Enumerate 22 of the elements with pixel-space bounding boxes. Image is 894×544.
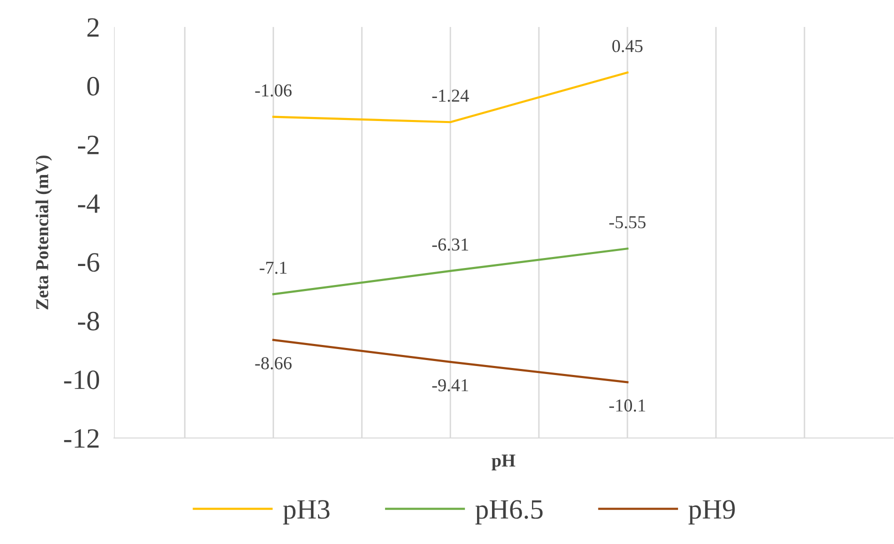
y-tick-label: -6 [78, 253, 100, 272]
y-tick-label: -8 [78, 312, 100, 330]
y-tick-label: 0 [87, 76, 100, 96]
legend-label: pH9 [688, 500, 735, 524]
data-label: -8.66 [255, 357, 292, 370]
data-label: -6.31 [432, 238, 468, 251]
data-label: -7.1 [260, 262, 287, 274]
y-axis-title: Zeta Potencial (mV) [36, 156, 52, 310]
y-tick-label: -10 [64, 370, 100, 390]
data-label: -1.06 [255, 84, 292, 97]
data-label: -10.1 [609, 399, 646, 412]
data-label: -1.24 [432, 90, 469, 102]
legend-label: pH6.5 [475, 500, 543, 524]
data-label: -5.55 [609, 216, 646, 228]
legend-label: pH3 [283, 500, 330, 524]
y-tick-label: -2 [78, 136, 99, 154]
x-axis-title: pH [492, 454, 516, 470]
y-tick-label: -4 [78, 194, 100, 213]
y-tick-label: -12 [64, 429, 99, 448]
y-tick-label: 2 [87, 18, 99, 37]
data-label: 0.45 [612, 40, 643, 52]
data-label: -9.41 [432, 379, 468, 392]
